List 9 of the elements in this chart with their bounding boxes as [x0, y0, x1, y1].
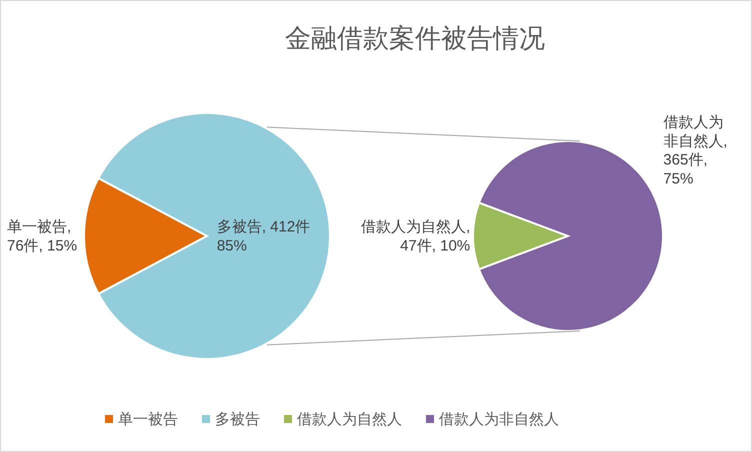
text: 金融借款案件被告情况 — [285, 23, 545, 53]
data-label: 借款人为非自然人, 365件, 75% — [663, 114, 728, 188]
legend-label: 单一被告 — [118, 411, 178, 428]
data-label: 单一被告, 76件, 15% — [7, 218, 78, 254]
data-label: 借款人为自然人, 47件, 10% — [360, 218, 470, 254]
legend-label: 借款人为非自然人 — [439, 411, 559, 428]
legend-label: 多被告 — [215, 411, 260, 428]
legend-label: 借款人为自然人 — [297, 411, 402, 428]
data-label: 多被告, 412件 85% — [216, 218, 310, 254]
